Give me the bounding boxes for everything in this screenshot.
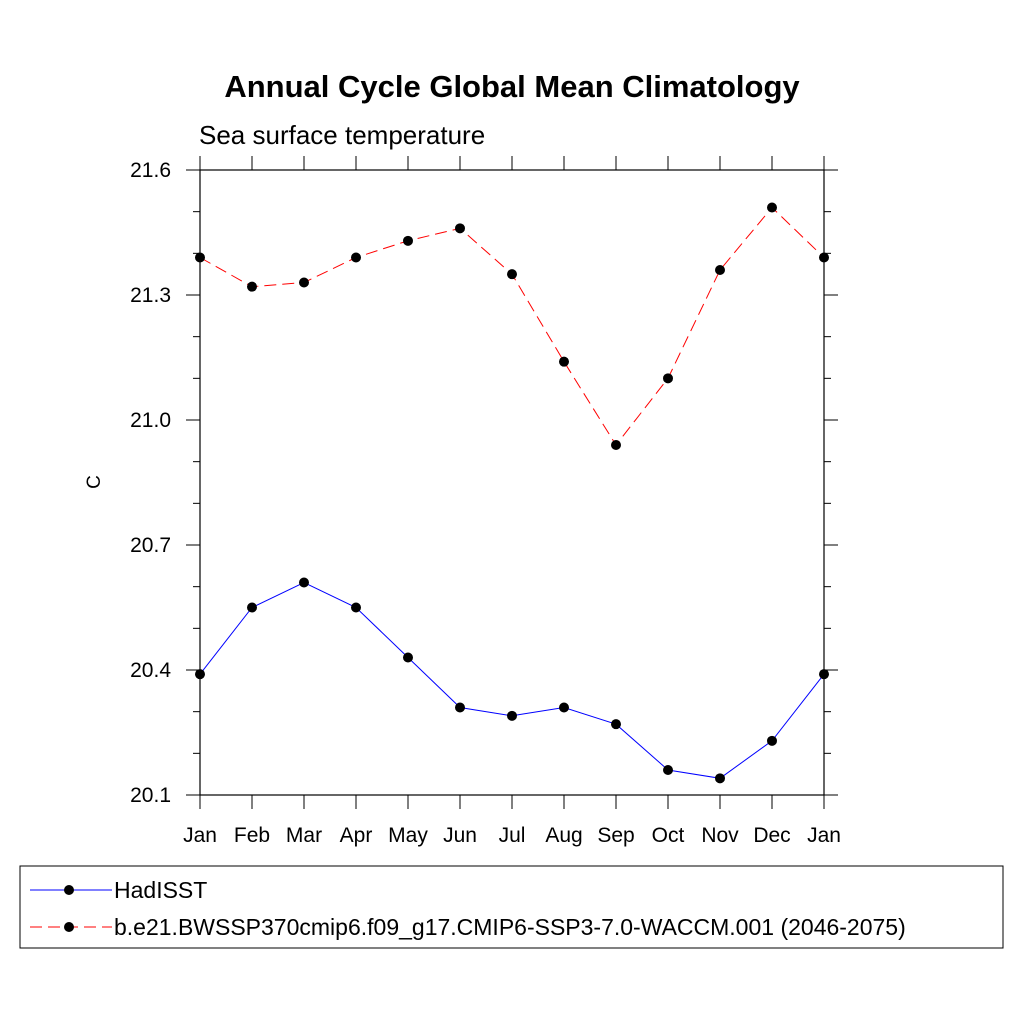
legend-label-model: b.e21.BWSSP370cmip6.f09_g17.CMIP6-SSP3-7…	[114, 914, 906, 940]
data-point-model	[507, 269, 517, 280]
axis-ticks	[186, 156, 838, 809]
data-point-hadisst	[767, 735, 777, 746]
y-tick-label: 21.3	[130, 284, 171, 307]
y-tick-label: 20.4	[130, 659, 171, 682]
x-tick-label: Feb	[234, 824, 270, 847]
series-lines	[199, 206, 825, 779]
legend-marker-hadisst	[64, 885, 74, 895]
x-tick-label: Aug	[545, 824, 582, 847]
data-point-hadisst	[559, 702, 569, 713]
x-tick-label: Apr	[340, 824, 373, 847]
data-point-hadisst	[299, 577, 309, 588]
y-tick-label: 20.7	[130, 534, 171, 557]
data-point-model	[559, 356, 569, 367]
data-point-hadisst	[819, 669, 829, 680]
chart-title: Annual Cycle Global Mean Climatology	[224, 69, 800, 104]
y-tick-label: 20.1	[130, 784, 171, 807]
legend-label-hadisst: HadISST	[114, 877, 207, 903]
x-tick-label: Sep	[597, 824, 634, 847]
data-point-model	[403, 235, 413, 246]
x-tick-label: Jul	[499, 824, 526, 847]
data-point-model	[247, 281, 257, 292]
data-point-hadisst	[403, 652, 413, 663]
series-points	[195, 202, 829, 784]
data-point-model	[611, 440, 621, 450]
series-line-hadisst	[199, 581, 825, 779]
data-point-hadisst	[663, 765, 673, 775]
y-axis-label: C	[84, 475, 105, 489]
y-tick-label: 21.6	[130, 159, 171, 182]
x-tick-label: May	[388, 824, 428, 847]
series-line-model	[199, 206, 825, 446]
data-point-model	[663, 373, 673, 384]
data-point-model	[455, 223, 465, 234]
data-point-hadisst	[455, 702, 465, 713]
data-point-model	[819, 252, 829, 263]
x-tick-label: Mar	[286, 824, 322, 847]
plot-frame	[199, 169, 825, 796]
data-point-model	[299, 277, 309, 288]
legend-marker-model	[64, 922, 74, 932]
x-tick-label: Jun	[443, 824, 477, 847]
x-tick-label: Oct	[652, 824, 685, 847]
data-point-hadisst	[715, 773, 725, 784]
x-tick-label: Jan	[807, 824, 841, 847]
data-point-model	[767, 202, 777, 213]
data-point-hadisst	[507, 710, 517, 721]
legend: HadISST b.e21.BWSSP370cmip6.f09_g17.CMIP6…	[30, 877, 906, 940]
y-tick-label: 21.0	[130, 409, 171, 432]
data-point-hadisst	[195, 669, 205, 680]
data-point-model	[351, 252, 361, 263]
data-point-model	[195, 252, 205, 263]
data-point-hadisst	[351, 602, 361, 613]
chart-subtitle: Sea surface temperature	[199, 120, 485, 150]
y-tick-labels: 21.6 21.3 21.0 20.7 20.4 20.1	[130, 159, 171, 807]
data-point-hadisst	[247, 602, 257, 613]
data-point-model	[715, 265, 725, 275]
legend-box	[19, 865, 1004, 949]
data-point-hadisst	[611, 719, 621, 730]
x-tick-label: Nov	[701, 824, 739, 847]
x-tick-label: Jan	[183, 824, 217, 847]
x-tick-labels: Jan Feb Mar Apr May Jun Jul Aug Sep Oct Nov Dec Jan	[183, 824, 841, 847]
x-tick-label: Dec	[753, 824, 790, 847]
